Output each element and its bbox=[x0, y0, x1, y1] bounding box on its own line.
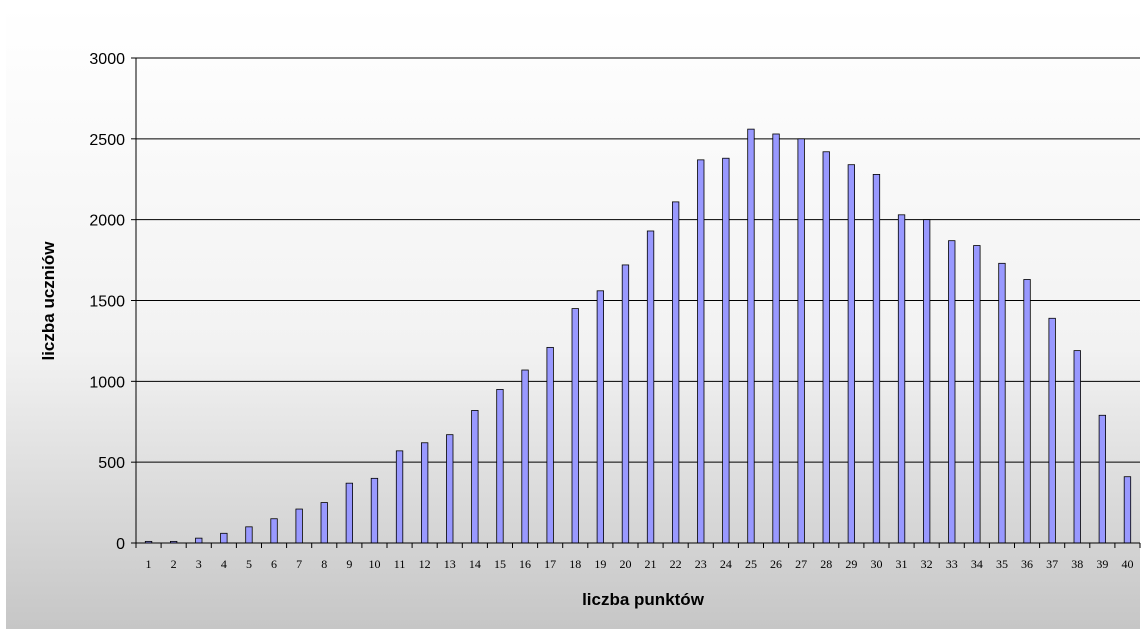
x-tick-label: 36 bbox=[1021, 557, 1033, 571]
bar-17 bbox=[546, 346, 554, 544]
y-axis-title: liczba uczniów bbox=[39, 241, 58, 361]
axes bbox=[135, 58, 1141, 548]
y-tick-label: 3000 bbox=[89, 51, 125, 68]
x-tick-label: 17 bbox=[544, 557, 556, 571]
bar-5 bbox=[245, 526, 253, 544]
x-tick-labels: 1 2 3 4 5 6 7 8 9 10 11 12 13 14 15 16 17 18 19 20 21 22 23 24 2… bbox=[146, 557, 1134, 571]
x-tick-label: 3 bbox=[196, 557, 202, 571]
gridlines bbox=[131, 57, 1140, 544]
bar-33 bbox=[948, 240, 956, 544]
bar-32 bbox=[923, 219, 931, 544]
x-tick-label: 26 bbox=[770, 557, 782, 571]
x-tick-label: 19 bbox=[594, 557, 606, 571]
bar-27 bbox=[797, 138, 805, 544]
x-tick-label: 4 bbox=[221, 557, 227, 571]
x-tick-label: 6 bbox=[271, 557, 277, 571]
bar-39 bbox=[1098, 414, 1106, 544]
bar-23 bbox=[697, 159, 705, 544]
bar-15 bbox=[496, 389, 504, 544]
bar-25 bbox=[747, 128, 755, 544]
x-tick-label: 8 bbox=[321, 557, 327, 571]
bar-35 bbox=[998, 262, 1006, 544]
bar-9 bbox=[345, 482, 354, 544]
x-tick-label: 11 bbox=[394, 557, 406, 571]
bar-6 bbox=[270, 518, 278, 544]
bar-8 bbox=[320, 502, 328, 544]
bar-18 bbox=[571, 308, 579, 544]
x-tick-label: 15 bbox=[494, 557, 506, 571]
y-tick-label: 1000 bbox=[89, 374, 125, 391]
x-tick-label: 24 bbox=[720, 557, 732, 571]
x-tick-label: 22 bbox=[670, 557, 682, 571]
x-tick-label: 9 bbox=[346, 557, 352, 571]
x-tick-label: 27 bbox=[795, 557, 807, 571]
x-tick-label: 35 bbox=[996, 557, 1008, 571]
bar-22 bbox=[672, 201, 680, 544]
x-tick-label: 16 bbox=[519, 557, 531, 571]
x-tick-label: 32 bbox=[921, 557, 933, 571]
bar-28 bbox=[822, 151, 830, 544]
x-tick-label: 30 bbox=[870, 557, 882, 571]
x-tick-label: 38 bbox=[1071, 557, 1083, 571]
x-tick-label: 39 bbox=[1096, 557, 1108, 571]
bar-34 bbox=[973, 245, 981, 544]
bar-29 bbox=[847, 164, 855, 544]
bar-11 bbox=[395, 450, 404, 544]
x-tick-label: 18 bbox=[569, 557, 581, 571]
bar-7 bbox=[295, 508, 303, 544]
x-tick-label: 31 bbox=[896, 557, 908, 571]
y-tick-label: 1500 bbox=[89, 294, 125, 311]
y-tick-labels: 0 500 1000 1500 2000 2500 3000 bbox=[89, 51, 125, 553]
bar-40 bbox=[1123, 476, 1132, 544]
x-tick-label: 37 bbox=[1046, 557, 1058, 571]
y-tick-label: 2000 bbox=[89, 213, 125, 230]
bar-30 bbox=[872, 173, 881, 544]
bar-14 bbox=[471, 410, 479, 544]
x-tick-label: 25 bbox=[745, 557, 757, 571]
x-tick-label: 7 bbox=[296, 557, 302, 571]
x-tick-label: 21 bbox=[645, 557, 657, 571]
bar-38 bbox=[1073, 350, 1081, 544]
bar-26 bbox=[772, 133, 780, 544]
bar-36 bbox=[1023, 279, 1031, 544]
bar-16 bbox=[521, 369, 529, 544]
x-tick-label: 10 bbox=[368, 557, 380, 571]
bar-13 bbox=[446, 434, 454, 544]
bar-31 bbox=[897, 214, 906, 544]
x-tick-label: 12 bbox=[419, 557, 431, 571]
bar-12 bbox=[420, 442, 429, 544]
bar-10 bbox=[370, 477, 379, 544]
bar-21 bbox=[646, 230, 655, 544]
y-tick-label: 0 bbox=[116, 536, 125, 553]
y-tick-label: 2500 bbox=[89, 132, 125, 149]
bar-3 bbox=[195, 537, 203, 544]
bar-4 bbox=[220, 532, 228, 544]
x-tick-label: 2 bbox=[171, 557, 177, 571]
bar-19 bbox=[596, 290, 604, 544]
x-tick-label: 33 bbox=[946, 557, 958, 571]
x-tick-label: 40 bbox=[1121, 557, 1133, 571]
x-tick-label: 20 bbox=[619, 557, 631, 571]
x-tick-label: 29 bbox=[845, 557, 857, 571]
x-tick-label: 5 bbox=[246, 557, 252, 571]
x-tick-label: 14 bbox=[469, 557, 481, 571]
bar-24 bbox=[722, 157, 730, 544]
x-tick-label: 23 bbox=[695, 557, 707, 571]
bar-37 bbox=[1048, 317, 1056, 544]
x-tick-label: 1 bbox=[146, 557, 152, 571]
x-tick-label: 13 bbox=[444, 557, 456, 571]
bars bbox=[144, 128, 1132, 544]
x-tick-label: 28 bbox=[820, 557, 832, 571]
x-tick-label: 34 bbox=[971, 557, 983, 571]
bar-20 bbox=[621, 264, 630, 544]
x-axis-title: liczba punktów bbox=[582, 590, 705, 609]
y-tick-label: 500 bbox=[98, 455, 125, 472]
